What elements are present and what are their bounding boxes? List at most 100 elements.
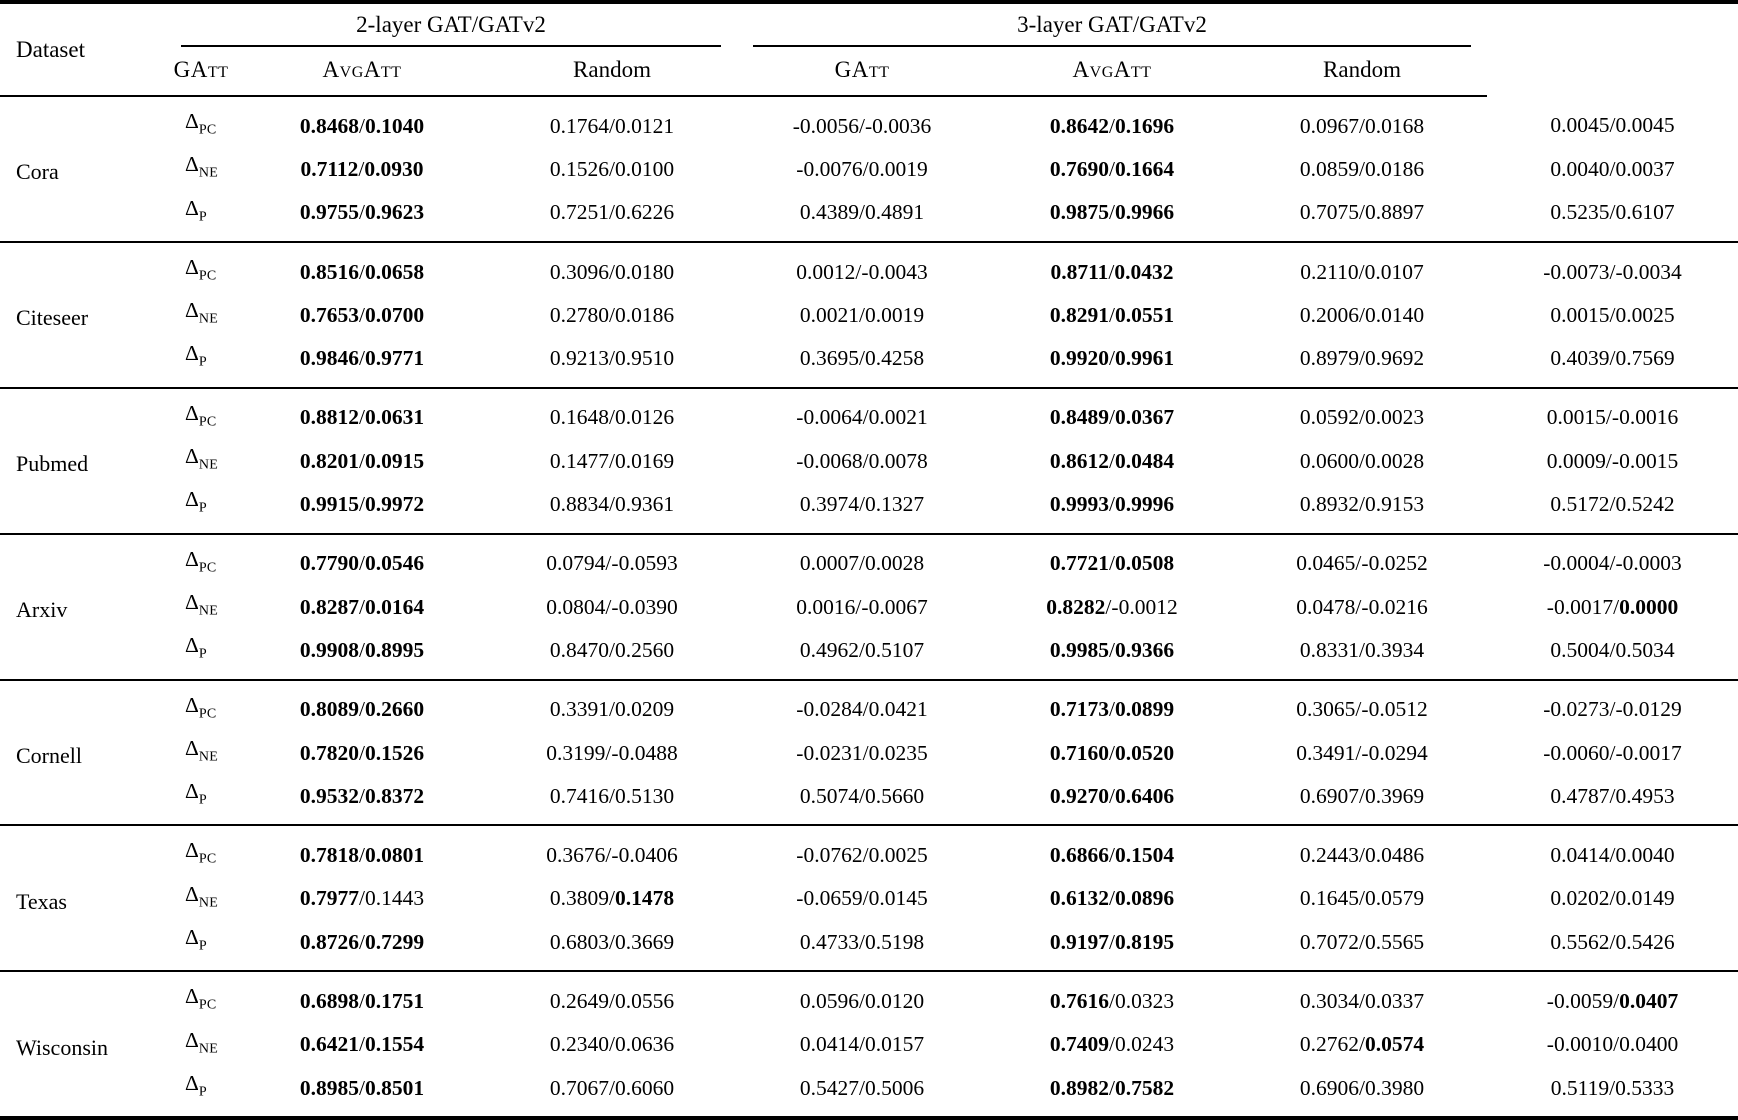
table-row: Arxiv ΔPC 0.7790/0.0546 0.0794/-0.0593 0.000…	[0, 532, 1738, 680]
value-cell: 0.8331/0.3934	[1299, 637, 1425, 662]
dataset-name: Wisconsin	[0, 970, 165, 1119]
value-cell: 0.3065/-0.0512	[1237, 678, 1487, 731]
metric-label: ΔP	[185, 195, 207, 224]
value-cell: 0.7072/0.5565	[1299, 929, 1425, 954]
value-cell: 0.7173/0.0899	[987, 678, 1237, 731]
value-cell: 0.5562/0.5426	[1550, 929, 1675, 954]
value-cell: 0.9875/0.9966	[1049, 200, 1175, 225]
value-cell: 0.7616/0.0323	[987, 970, 1237, 1023]
table-row: ΔP 0.9755/0.9623 0.7251/0.6226 0.4389/0.489…	[0, 191, 1738, 242]
value-cell: 0.3491/-0.0294	[1296, 740, 1428, 765]
table-row: ΔP 0.9532/0.8372 0.7416/0.5130 0.5074/0.566…	[0, 774, 1738, 825]
metric-label: ΔP	[185, 925, 207, 954]
value-cell: 0.9908/0.8995	[299, 637, 425, 662]
value-cell: 0.8642/0.1696	[1049, 113, 1175, 138]
metric-label: ΔPC	[165, 386, 237, 440]
value-cell: 0.8470/0.2560	[549, 637, 675, 662]
metric-label: ΔNE	[185, 881, 219, 911]
metric-label: ΔP	[185, 633, 207, 662]
value-cell: 0.0009/-0.0015	[1546, 448, 1679, 473]
table-row: ΔP 0.9846/0.9771 0.9213/0.9510 0.3695/0.425…	[0, 336, 1738, 387]
value-cell: 0.0414/0.0040	[1487, 824, 1738, 877]
dataset-name: Cornell	[0, 678, 165, 826]
value-cell: 0.0804/-0.0390	[546, 594, 678, 619]
value-cell: -0.0068/0.0078	[796, 448, 928, 473]
metric-label: ΔNE	[185, 735, 219, 765]
value-cell: 0.7820/0.1526	[299, 740, 425, 765]
value-cell: 0.7416/0.5130	[549, 783, 675, 808]
column-header-gatt: GAtt	[737, 47, 987, 97]
value-cell: 0.2340/0.0636	[549, 1032, 675, 1057]
value-cell: 0.7160/0.0520	[1049, 740, 1175, 765]
value-cell: 0.9270/0.6406	[1049, 783, 1175, 808]
value-cell: 0.0794/-0.0593	[487, 532, 737, 585]
table-row: Pubmed ΔPC 0.8812/0.0631 0.1648/0.0126 -0.00…	[0, 386, 1738, 534]
value-cell: 0.0414/0.0157	[799, 1032, 925, 1057]
value-cell: -0.0059/0.0407	[1487, 970, 1738, 1023]
value-cell: 0.0016/-0.0067	[796, 594, 928, 619]
value-cell: 0.7790/0.0546	[237, 532, 487, 585]
dataset-name: Arxiv	[0, 532, 165, 680]
group-header-2layer: 2-layer GAT/GATv2	[165, 2, 737, 47]
column-header-random: Random	[487, 47, 737, 97]
group-header-3layer-label: 3-layer GAT/GATv2	[753, 4, 1471, 47]
value-cell: 0.9985/0.9366	[1049, 637, 1175, 662]
value-cell: 0.6907/0.3969	[1299, 783, 1425, 808]
value-cell: 0.7721/0.0508	[987, 532, 1237, 585]
value-cell: 0.8979/0.9692	[1299, 346, 1425, 371]
value-cell: 0.0015/-0.0016	[1487, 386, 1738, 440]
column-header-gatt: GAtt	[165, 47, 237, 97]
dataset-column-header: Dataset	[0, 2, 165, 97]
value-cell: 0.0007/0.0028	[737, 532, 987, 585]
value-cell: 0.7653/0.0700	[299, 302, 425, 327]
value-cell: 0.8982/0.7582	[1049, 1075, 1175, 1100]
value-cell: 0.0478/-0.0216	[1296, 594, 1428, 619]
value-cell: 0.8287/0.0164	[299, 594, 425, 619]
value-cell: 0.8612/0.0484	[1049, 448, 1175, 473]
value-cell: 0.5235/0.6107	[1550, 200, 1675, 225]
table-row: ΔNE 0.7820/0.1526 0.3199/-0.0488 -0.0231/0.…	[0, 731, 1738, 774]
value-cell: 0.1477/0.0169	[549, 448, 675, 473]
value-cell: 0.9920/0.9961	[1049, 346, 1175, 371]
value-cell: 0.3809/0.1478	[549, 886, 675, 911]
value-cell: 0.2649/0.0556	[487, 970, 737, 1023]
value-cell: 0.6132/0.0896	[1049, 886, 1175, 911]
value-cell: 0.0021/0.0019	[799, 302, 925, 327]
table-row: ΔP 0.9908/0.8995 0.8470/0.2560 0.4962/0.510…	[0, 628, 1738, 679]
value-cell: -0.0017/0.0000	[1546, 594, 1679, 619]
value-cell: 0.7818/0.0801	[237, 824, 487, 877]
value-cell: 0.4389/0.4891	[799, 200, 925, 225]
value-cell: 0.9197/0.8195	[1049, 929, 1175, 954]
table-row: ΔP 0.9915/0.9972 0.8834/0.9361 0.3974/0.132…	[0, 482, 1738, 533]
method-header-row: GAtt AvgAtt Random GAtt AvgAtt Random	[0, 47, 1738, 97]
value-cell: -0.0004/-0.0003	[1487, 532, 1738, 585]
metric-label: ΔNE	[185, 589, 219, 619]
value-cell: 0.0600/0.0028	[1299, 448, 1425, 473]
value-cell: 0.1526/0.0100	[549, 156, 675, 181]
value-cell: -0.0064/0.0021	[737, 386, 987, 440]
value-cell: 0.9993/0.9996	[1049, 492, 1175, 517]
value-cell: -0.0073/-0.0034	[1487, 240, 1738, 294]
value-cell: 0.5074/0.5660	[799, 783, 925, 808]
value-cell: 0.9532/0.8372	[299, 783, 425, 808]
value-cell: 0.0859/0.0186	[1299, 156, 1425, 181]
table-row: Cornell ΔPC 0.8089/0.2660 0.3391/0.0209 -0.0…	[0, 678, 1738, 826]
table-row: ΔNE 0.8287/0.0164 0.0804/-0.0390 0.0016/-0.…	[0, 585, 1738, 628]
table-row: ΔNE 0.6421/0.1554 0.2340/0.0636 0.0414/0.01…	[0, 1023, 1738, 1066]
table-header: Dataset 2-layer GAT/GATv2 3-layer GAT/GA…	[0, 2, 1738, 97]
value-cell: 0.3199/-0.0488	[546, 740, 678, 765]
value-cell: 0.8468/0.1040	[299, 113, 425, 138]
metric-label: ΔPC	[165, 240, 237, 294]
value-cell: 0.3974/0.1327	[799, 492, 925, 517]
group-header-3layer: 3-layer GAT/GATv2	[737, 2, 1487, 47]
value-cell: -0.0076/0.0019	[796, 156, 928, 181]
value-cell: 0.1648/0.0126	[487, 386, 737, 440]
table-row: ΔNE 0.8201/0.0915 0.1477/0.0169 -0.0068/0.0…	[0, 439, 1738, 482]
value-cell: 0.3695/0.4258	[799, 346, 925, 371]
metric-label: ΔNE	[185, 444, 219, 473]
value-cell: 0.0465/-0.0252	[1237, 532, 1487, 585]
value-cell: 0.8726/0.7299	[299, 929, 425, 954]
metric-label: ΔP	[185, 341, 207, 370]
table-row: Citeseer ΔPC 0.8516/0.0658 0.3096/0.0180 0.0…	[0, 240, 1738, 388]
